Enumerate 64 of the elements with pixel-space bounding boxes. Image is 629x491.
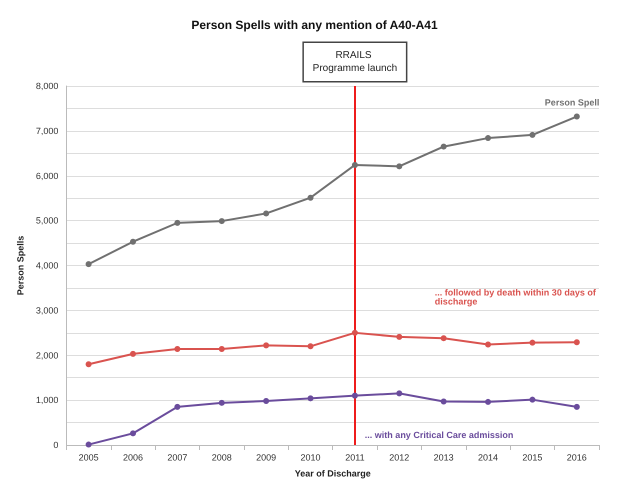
point — [86, 261, 92, 268]
point — [86, 442, 92, 448]
point — [529, 396, 536, 403]
point — [396, 334, 402, 340]
point — [308, 395, 314, 402]
point — [574, 339, 580, 346]
point — [574, 114, 580, 120]
point — [440, 398, 447, 404]
x-tick-label: 2005 — [78, 452, 99, 462]
y-tick-label: 3,000 — [36, 305, 58, 316]
y-axis-title: Person Spells — [16, 236, 26, 296]
point — [174, 220, 180, 226]
chart-title: Person Spells with any mention of A40-A41 — [191, 18, 438, 32]
point — [396, 390, 402, 396]
point — [529, 340, 536, 346]
point — [130, 350, 136, 357]
point — [218, 400, 225, 406]
y-tick-label: 2,000 — [36, 350, 58, 360]
text: ... with any Critical Care admission — [364, 430, 514, 440]
point — [352, 392, 358, 399]
point — [308, 343, 314, 350]
point — [485, 341, 492, 348]
point — [263, 210, 270, 216]
point — [218, 346, 225, 352]
point — [352, 162, 358, 168]
point — [574, 404, 580, 410]
y-tick-label: 7,000 — [36, 126, 58, 136]
point — [485, 135, 492, 142]
point — [529, 132, 536, 138]
point — [174, 346, 180, 352]
point — [263, 398, 270, 404]
x-tick-label: 2011 — [345, 452, 365, 462]
ref-line-label: RRAILS Programme launch — [312, 50, 398, 74]
point — [263, 342, 270, 348]
x-tick-label: 2007 — [167, 452, 188, 462]
text: ... followed by death within 30 days of discharge — [434, 288, 598, 307]
x-tick-label: 2014 — [478, 452, 498, 462]
point — [485, 398, 492, 405]
point — [440, 335, 447, 342]
y-tick-label: 5,000 — [36, 216, 58, 226]
x-tick-label: 2012 — [389, 452, 410, 462]
y-tick-label: 6,000 — [36, 170, 58, 181]
point — [218, 218, 225, 224]
point — [86, 361, 92, 368]
x-axis-title: Year of Discharge — [294, 468, 371, 478]
x-tick-label: 2013 — [434, 452, 454, 462]
x-tick-label: 2016 — [566, 452, 587, 462]
point — [174, 404, 180, 410]
series-label: Person Spell — [544, 98, 600, 108]
point — [440, 144, 447, 150]
point — [396, 163, 402, 170]
y-tick-label: 4,000 — [36, 260, 58, 270]
x-tick-label: 2015 — [522, 452, 542, 462]
y-tick-label: 0 — [53, 440, 58, 450]
x-tick-label: 2006 — [122, 452, 144, 462]
y-tick-label: 8,000 — [36, 81, 58, 91]
x-tick-label: 2008 — [212, 452, 232, 462]
point — [352, 330, 358, 336]
point — [130, 238, 136, 245]
x-tick-label: 2010 — [300, 452, 321, 462]
y-tick-label: 1,000 — [36, 395, 58, 406]
point — [308, 194, 314, 201]
point — [130, 430, 136, 436]
x-tick-label: 2009 — [256, 452, 276, 462]
